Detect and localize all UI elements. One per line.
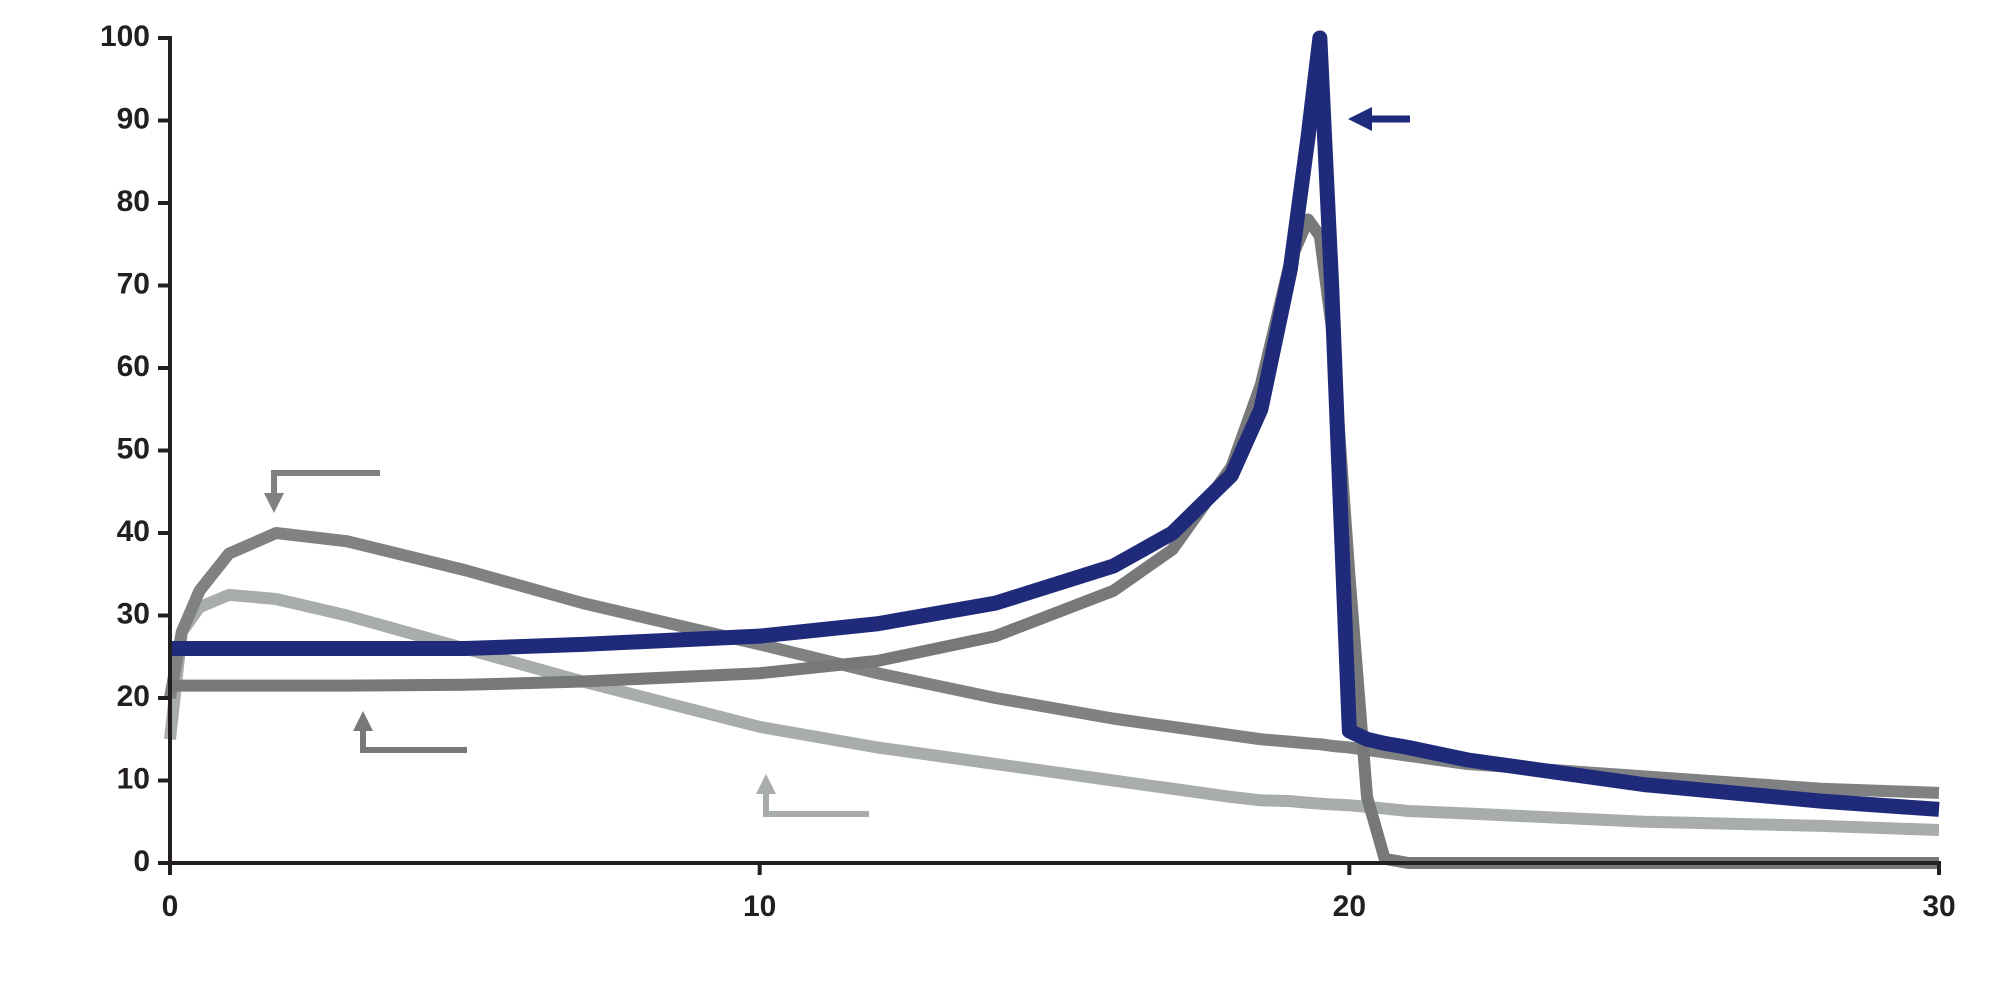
arrow-mid-gray — [264, 470, 380, 513]
y-tick-label: 40 — [117, 515, 150, 548]
arrow-light-gray — [756, 774, 869, 817]
y-tick-label: 20 — [117, 680, 150, 713]
x-tick-label: 10 — [743, 890, 776, 923]
y-tick-label: 10 — [117, 762, 150, 795]
arrow-dark-gray — [353, 711, 467, 753]
y-tick-label: 60 — [117, 350, 150, 383]
annotation-arrows — [264, 107, 1410, 817]
x-tick-label: 20 — [1333, 890, 1366, 923]
series-line — [170, 30, 1940, 817]
curves — [164, 30, 1940, 869]
series-line — [164, 527, 1940, 799]
y-tick-label: 30 — [117, 597, 150, 630]
axes: 0 10 20 30 40 50 60 70 80 90 100 0 10 20 30 — [100, 20, 1956, 923]
y-tick-label: 100 — [100, 20, 150, 53]
x-tick-label: 0 — [162, 890, 179, 923]
arrow-navy — [1348, 107, 1410, 131]
y-tick-label: 50 — [117, 432, 150, 465]
y-tick-label: 80 — [117, 185, 150, 218]
y-tick-label: 70 — [117, 267, 150, 300]
x-tick-label: 30 — [1922, 890, 1955, 923]
y-tick-label: 90 — [117, 102, 150, 135]
y-tick-label: 0 — [133, 845, 150, 878]
series-line — [164, 588, 1940, 836]
